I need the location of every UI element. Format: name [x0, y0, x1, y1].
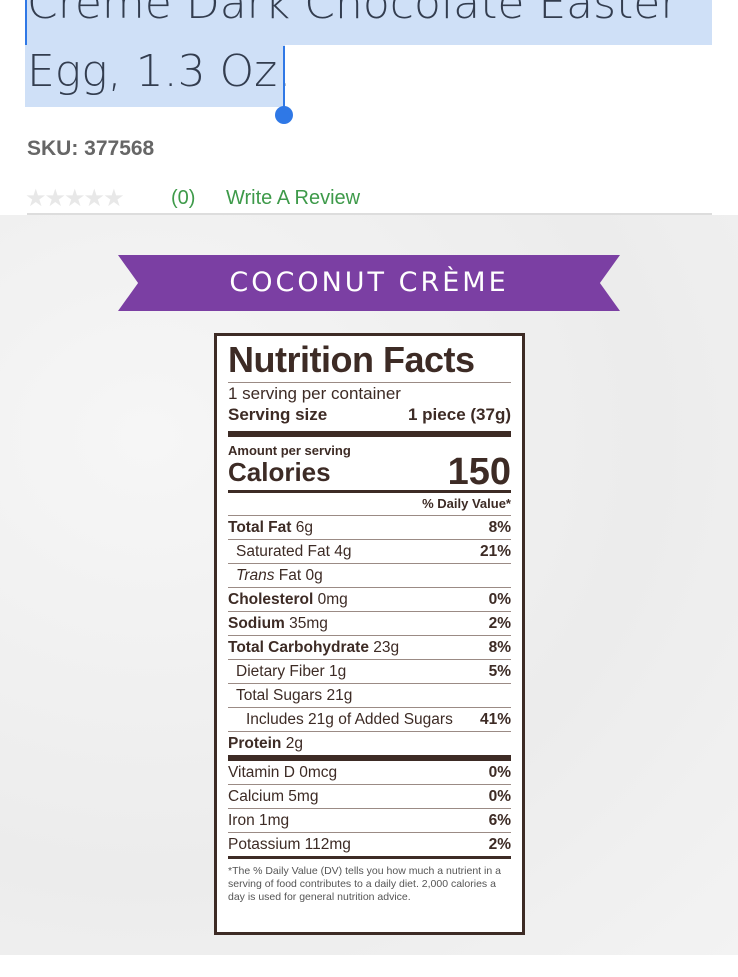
product-title-line1: Creme Dark Chocolate Easter	[27, 0, 679, 29]
vitamin-name: Calcium 5mg	[228, 788, 319, 805]
dv-header: % Daily Value*	[422, 496, 511, 511]
nutrient-dv: 8%	[488, 639, 511, 656]
nutrient-dv: 41%	[479, 711, 511, 728]
nutrient-row: Sodium 35mg 2%	[228, 611, 511, 635]
nutrient-amount: Fat 0g	[274, 567, 323, 584]
nutrient-row: Cholesterol 0mg 0%	[228, 587, 511, 611]
flavor-banner: COCONUT CRÈME	[118, 255, 620, 311]
nutrient-name: Trans	[236, 567, 275, 584]
nutrition-facts-label: Nutrition Facts 1 serving per container …	[214, 333, 525, 935]
nutrient-name: Includes 21g of Added Sugars	[246, 711, 453, 728]
nutrient-name: Total Fat	[228, 519, 292, 536]
serving-size-label: Serving size	[228, 405, 328, 424]
nutrient-row: Total Carbohydrate 23g 8%	[228, 635, 511, 659]
write-review-link[interactable]: Write A Review	[226, 187, 361, 209]
vitamin-row: Calcium 5mg 0%	[228, 784, 511, 808]
divider	[27, 213, 712, 215]
nutrient-dv: 0%	[488, 591, 511, 608]
product-title-line2: Egg, 1.3 Oz.	[27, 46, 292, 97]
servings: 1 serving per container	[228, 382, 511, 405]
nutrient-name: Total Carbohydrate	[228, 639, 369, 656]
selection-start-caret[interactable]	[25, 0, 27, 45]
calories-value: 150	[447, 451, 511, 493]
nutrient-name: Total Sugars 21g	[236, 687, 353, 704]
nutrient-name: Dietary Fiber 1g	[236, 663, 347, 680]
selection-handle[interactable]	[275, 106, 293, 124]
nutrient-dv: 8%	[488, 519, 511, 536]
nutrient-row: Total Fat 6g 8%	[228, 515, 511, 539]
nutrient-row: Trans Fat 0g	[228, 563, 511, 587]
vitamin-name: Iron 1mg	[228, 812, 290, 829]
vitamin-dv: 0%	[488, 764, 511, 781]
label-title: Nutrition Facts	[228, 339, 475, 380]
vitamin-row: Potassium 112mg 2%	[228, 832, 511, 856]
vitamin-dv: 0%	[488, 788, 511, 805]
footnote: *The % Daily Value (DV) tells you how mu…	[228, 865, 501, 903]
selection-end-caret[interactable]	[283, 46, 285, 108]
vitamin-row: Iron 1mg 6%	[228, 808, 511, 832]
nutrient-row: Saturated Fat 4g 21%	[228, 539, 511, 563]
nutrient-name: Cholesterol	[228, 591, 314, 608]
text-selection-highlight	[25, 0, 712, 45]
nutrient-row: Protein 2g	[228, 731, 511, 755]
vitamin-row: Vitamin D 0mcg 0%	[228, 761, 511, 784]
calories-label: Calories	[228, 457, 331, 487]
rating-stars[interactable]: ★★★★★	[25, 185, 125, 212]
nutrient-amount: 23g	[368, 639, 400, 656]
nutrient-name: Protein	[228, 735, 282, 752]
amount-per-serving: Amount per serving	[228, 443, 351, 458]
nutrient-amount: 35mg	[284, 615, 328, 632]
nutrient-amount: 6g	[291, 519, 313, 536]
vitamin-name: Potassium 112mg	[228, 836, 351, 853]
nutrient-amount: 2g	[281, 735, 303, 752]
text-selection-highlight	[25, 45, 285, 107]
serving-size-value: 1 piece (37g)	[408, 405, 511, 424]
review-count[interactable]: (0)	[171, 187, 196, 209]
vitamin-dv: 2%	[488, 836, 511, 853]
nutrient-dv: 21%	[479, 543, 511, 560]
nutrient-name: Saturated Fat 4g	[236, 543, 352, 560]
nutrient-name: Sodium	[228, 615, 285, 632]
sku: SKU: 377568	[27, 137, 155, 160]
nutrient-row: Total Sugars 21g	[228, 683, 511, 707]
nutrient-dv: 5%	[488, 663, 511, 680]
vitamin-name: Vitamin D 0mcg	[228, 764, 338, 781]
nutrient-row: Includes 21g of Added Sugars 41%	[228, 707, 511, 731]
nutrient-dv: 2%	[488, 615, 511, 632]
nutrient-row: Dietary Fiber 1g 5%	[228, 659, 511, 683]
vitamin-dv: 6%	[488, 812, 511, 829]
nutrient-amount: 0mg	[313, 591, 348, 608]
